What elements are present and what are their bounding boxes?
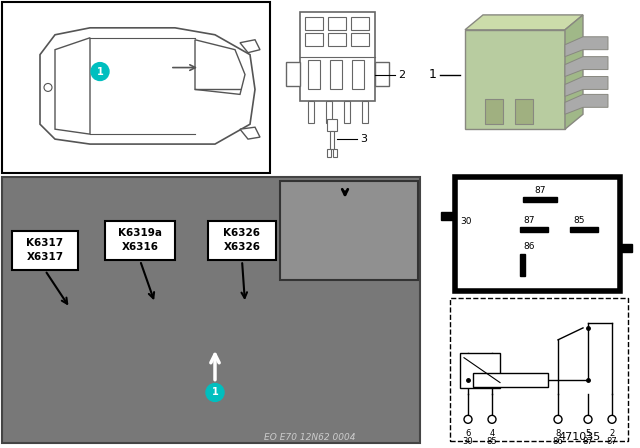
Bar bbox=[286, 62, 300, 86]
Text: 2: 2 bbox=[609, 429, 614, 438]
Bar bbox=[485, 99, 503, 124]
Polygon shape bbox=[40, 28, 255, 144]
Bar bbox=[465, 30, 565, 129]
Text: 4: 4 bbox=[490, 429, 495, 438]
Text: 86: 86 bbox=[552, 437, 563, 446]
Text: 1: 1 bbox=[97, 67, 104, 77]
Bar bbox=[523, 197, 557, 202]
Text: 30: 30 bbox=[463, 437, 474, 446]
Bar bbox=[362, 101, 368, 123]
Circle shape bbox=[91, 63, 109, 81]
Bar bbox=[620, 245, 632, 252]
Bar bbox=[460, 353, 500, 388]
Bar bbox=[375, 62, 389, 86]
Bar bbox=[352, 60, 364, 90]
Text: 85: 85 bbox=[486, 437, 497, 446]
Bar bbox=[430, 2, 638, 171]
Bar bbox=[327, 119, 337, 131]
Text: 1: 1 bbox=[429, 68, 437, 81]
Circle shape bbox=[608, 415, 616, 423]
Bar bbox=[12, 231, 78, 270]
Text: EO E70 12N62 0004: EO E70 12N62 0004 bbox=[264, 433, 356, 442]
Bar bbox=[520, 254, 525, 276]
Polygon shape bbox=[565, 77, 608, 96]
Circle shape bbox=[554, 415, 562, 423]
Bar bbox=[326, 101, 332, 123]
Bar bbox=[473, 373, 548, 387]
Bar bbox=[570, 227, 598, 232]
Text: 87: 87 bbox=[582, 437, 593, 446]
Bar bbox=[333, 149, 337, 157]
Circle shape bbox=[488, 415, 496, 423]
Polygon shape bbox=[565, 15, 583, 129]
Bar bbox=[515, 99, 533, 124]
Bar bbox=[208, 220, 276, 260]
Bar bbox=[344, 101, 350, 123]
Bar bbox=[2, 177, 420, 443]
Bar bbox=[327, 149, 331, 157]
Bar bbox=[328, 17, 346, 30]
Bar bbox=[305, 17, 323, 30]
Text: 85: 85 bbox=[573, 215, 584, 224]
Polygon shape bbox=[565, 95, 608, 114]
Text: 471035: 471035 bbox=[559, 432, 601, 442]
Bar bbox=[308, 60, 320, 90]
Bar bbox=[105, 220, 175, 260]
Text: 8: 8 bbox=[556, 429, 561, 438]
Polygon shape bbox=[465, 15, 583, 30]
Bar bbox=[455, 177, 620, 291]
Bar bbox=[351, 17, 369, 30]
Bar bbox=[280, 181, 418, 280]
Circle shape bbox=[44, 83, 52, 91]
Bar bbox=[330, 131, 334, 149]
Polygon shape bbox=[565, 56, 608, 77]
Text: 2: 2 bbox=[398, 69, 405, 80]
Bar bbox=[441, 211, 455, 220]
Text: 87: 87 bbox=[523, 215, 534, 224]
Bar bbox=[300, 12, 375, 101]
Circle shape bbox=[206, 383, 224, 401]
Polygon shape bbox=[240, 127, 260, 139]
Text: 5: 5 bbox=[586, 429, 591, 438]
Text: 30: 30 bbox=[460, 217, 472, 226]
Text: 3: 3 bbox=[360, 134, 367, 144]
Bar bbox=[305, 33, 323, 46]
Circle shape bbox=[464, 415, 472, 423]
Bar bbox=[330, 60, 342, 90]
Polygon shape bbox=[565, 37, 608, 56]
Polygon shape bbox=[240, 40, 260, 53]
Circle shape bbox=[584, 415, 592, 423]
Text: 6: 6 bbox=[465, 429, 470, 438]
Polygon shape bbox=[195, 40, 245, 95]
Text: K6326
X6326: K6326 X6326 bbox=[223, 228, 260, 253]
Polygon shape bbox=[55, 38, 90, 134]
Text: 87: 87 bbox=[534, 186, 546, 195]
Bar bbox=[2, 2, 270, 173]
Text: K6317
X6317: K6317 X6317 bbox=[26, 238, 63, 263]
Bar bbox=[308, 101, 314, 123]
Text: 1: 1 bbox=[212, 388, 218, 397]
Text: K6319a
X6316: K6319a X6316 bbox=[118, 228, 162, 253]
Text: 87: 87 bbox=[607, 437, 618, 446]
Text: 86: 86 bbox=[523, 242, 534, 251]
Bar bbox=[328, 33, 346, 46]
Bar bbox=[450, 298, 628, 441]
Bar bbox=[351, 33, 369, 46]
Bar bbox=[520, 227, 548, 232]
